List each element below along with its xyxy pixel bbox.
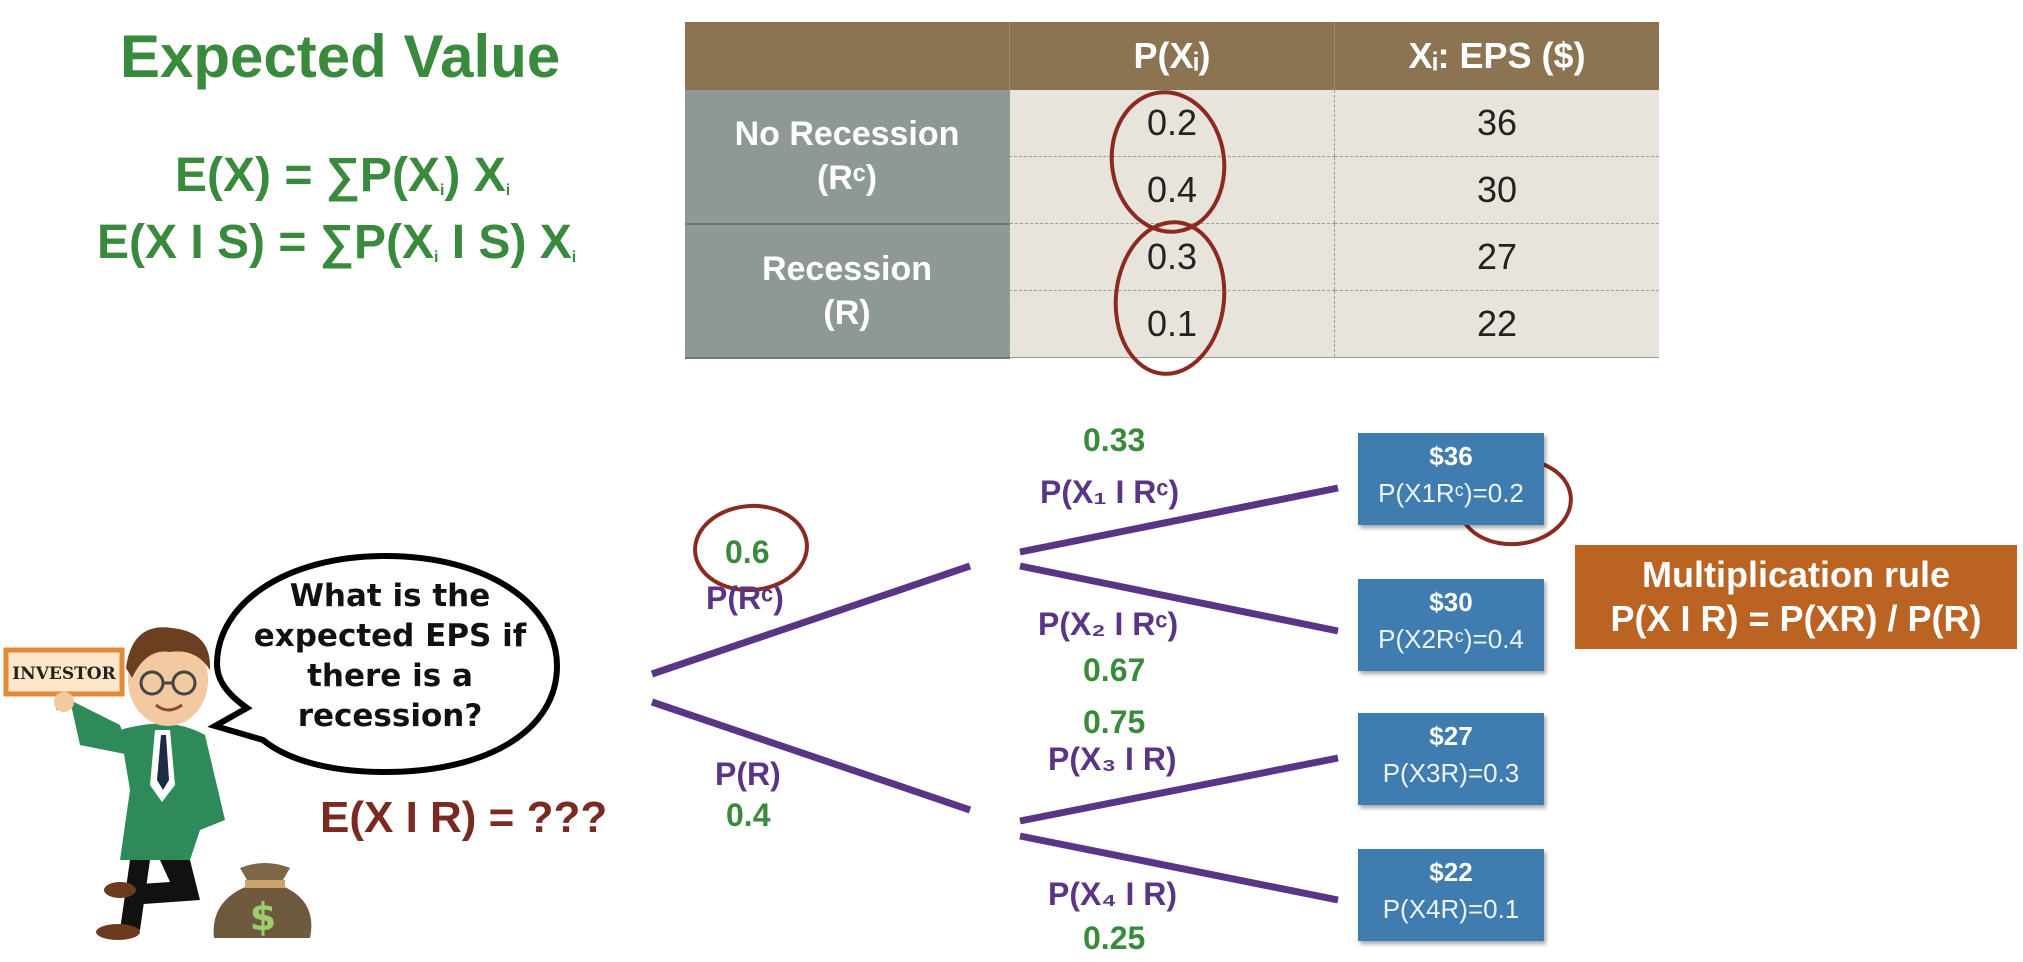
formula-1-sub2: i (505, 182, 511, 199)
conditional-expectation-question: E(X I R) = ??? (320, 793, 608, 842)
branch-line-x2 (1019, 562, 1339, 635)
multiplication-rule-formula: P(X I R) = P(XR) / P(R) (1610, 598, 1982, 639)
label-x3: P(X₃ I R) (1048, 741, 1177, 777)
outcome-joint-prob: P(X3R)=0.3 (1382, 758, 1520, 788)
investor-hand (54, 692, 74, 712)
label-x1: P(X₁ I Rᶜ) (1040, 474, 1180, 510)
table-header-eps: Xᵢ: EPS ($) (1334, 22, 1659, 90)
investor-face (128, 634, 208, 726)
circle-annotation-rc-probabilities (1109, 90, 1227, 234)
speech-bubble (207, 552, 561, 776)
table-row: 0.4 30 (685, 156, 1659, 224)
investor-smile (155, 703, 183, 712)
page-title: Expected Value (120, 23, 561, 90)
formula-1-mid: ) X (444, 149, 506, 202)
branch-line-no-recession (650, 562, 972, 678)
prob-x3: 0.75 (1083, 704, 1146, 740)
outcome-box-36: $36 P(X1Rᶜ)=0.2 (1358, 433, 1544, 525)
table-cell-probability: 0.3 (1009, 223, 1335, 291)
table-header-probability: P(Xᵢ) (1009, 22, 1335, 90)
outcome-amount: $22 (1429, 857, 1473, 887)
investor-shoe (96, 924, 140, 940)
branch-line-x1 (1019, 484, 1339, 556)
table-header-row: P(Xᵢ) Xᵢ: EPS ($) (685, 22, 1659, 90)
branch-line-recession (650, 698, 972, 814)
branch-line-x3 (1019, 754, 1339, 825)
label-x2: P(X₂ I Rᶜ) (1038, 606, 1179, 642)
investor-leg-right (125, 860, 200, 905)
formula-1-lhs: E(X) = ∑P(X (175, 149, 440, 202)
formula-2-sub2: i (571, 249, 577, 266)
outcome-amount: $30 (1429, 587, 1473, 617)
speech-bubble-text: What is the expected EPS if there is a r… (240, 576, 540, 736)
outcome-joint-prob: P(X2Rᶜ)=0.4 (1378, 624, 1524, 654)
investor-jacket (120, 723, 225, 860)
speech-line-4: recession? (297, 698, 483, 734)
row-group-recession: Recession (R) (685, 223, 1010, 359)
outcome-joint-prob: P(X4R)=0.1 (1382, 894, 1520, 924)
eps-probability-table: P(Xᵢ) Xᵢ: EPS ($) No Recession (Rᶜ) 0.2 … (685, 22, 1659, 359)
row-group-sublabel: (R) (823, 293, 871, 332)
prob-x4: 0.25 (1083, 920, 1146, 956)
table-header-corner (685, 22, 1010, 90)
multiplication-rule-box: Multiplication rule P(X I R) = P(XR) / P… (1575, 545, 2017, 649)
outcome-amount: $36 (1429, 441, 1473, 471)
label-no-recession: P(Rᶜ) (706, 580, 784, 616)
prob-recession: 0.4 (726, 797, 771, 833)
outcome-box-22: $22 P(X4R)=0.1 (1358, 849, 1544, 941)
table-row: No Recession (Rᶜ) 0.2 36 (685, 90, 1659, 225)
table-cell-eps: 22 (1334, 290, 1659, 358)
row-group-sublabel: (Rᶜ) (816, 159, 878, 198)
formula-2-sub: i (433, 249, 439, 266)
formula-expected-value: E(X) = ∑P(Xi) Xi (175, 148, 510, 203)
outcome-box-27: $27 P(X3R)=0.3 (1358, 713, 1544, 805)
formula-conditional-expected-value: E(X I S) = ∑P(Xi I S) Xi (97, 215, 576, 270)
row-group-label: Recession (761, 249, 933, 288)
formula-1-sub: i (439, 182, 445, 199)
prob-no-recession: 0.6 (725, 534, 770, 570)
outcome-joint-prob: P(X1Rᶜ)=0.2 (1378, 478, 1524, 508)
prob-x2: 0.67 (1083, 652, 1146, 688)
table-cell-probability: 0.4 (1009, 156, 1335, 224)
table-cell-eps: 30 (1334, 156, 1659, 224)
speech-line-2: expected EPS if (253, 618, 527, 654)
table-cell-eps: 27 (1334, 223, 1659, 291)
branch-line-x4 (1019, 832, 1339, 904)
circle-annotation-r-probabilities (1113, 220, 1227, 376)
investor-sign-text: INVESTOR (12, 664, 116, 684)
speech-bubble-shape (207, 552, 561, 776)
investor-hair (126, 627, 211, 678)
investor-shoe (104, 882, 136, 898)
table-cell-eps: 36 (1334, 90, 1659, 157)
label-x4: P(X₄ I R) (1048, 876, 1178, 912)
table-cell-probability: 0.2 (1009, 90, 1335, 157)
table-cell-probability: 0.1 (1009, 290, 1335, 358)
speech-line-1: What is the (289, 578, 491, 614)
money-bag (213, 885, 312, 938)
investor-tie (157, 735, 169, 790)
investor-sign-board (3, 647, 125, 697)
label-recession: P(R) (715, 756, 781, 792)
table-row: Recession (R) 0.3 27 (685, 223, 1659, 359)
outcome-amount: $27 (1429, 721, 1473, 751)
prob-x1: 0.33 (1083, 422, 1146, 458)
circle-annotation-rc-prob (693, 503, 809, 593)
row-group-label: No Recession (734, 115, 960, 154)
table-row: 0.1 22 (685, 290, 1659, 358)
row-group-no-recession: No Recession (Rᶜ) (685, 90, 1010, 225)
speech-line-3: there is a (307, 658, 473, 694)
investor-arm (70, 700, 130, 755)
formula-2-mid: I S) X (438, 216, 572, 269)
formula-2-lhs: E(X I S) = ∑P(X (97, 216, 434, 269)
multiplication-rule-title: Multiplication rule (1641, 554, 1950, 595)
investor-character: INVESTOR $ (3, 627, 312, 940)
money-bag-dollar-icon: $ (250, 895, 276, 939)
outcome-box-30: $30 P(X2Rᶜ)=0.4 (1358, 579, 1544, 671)
